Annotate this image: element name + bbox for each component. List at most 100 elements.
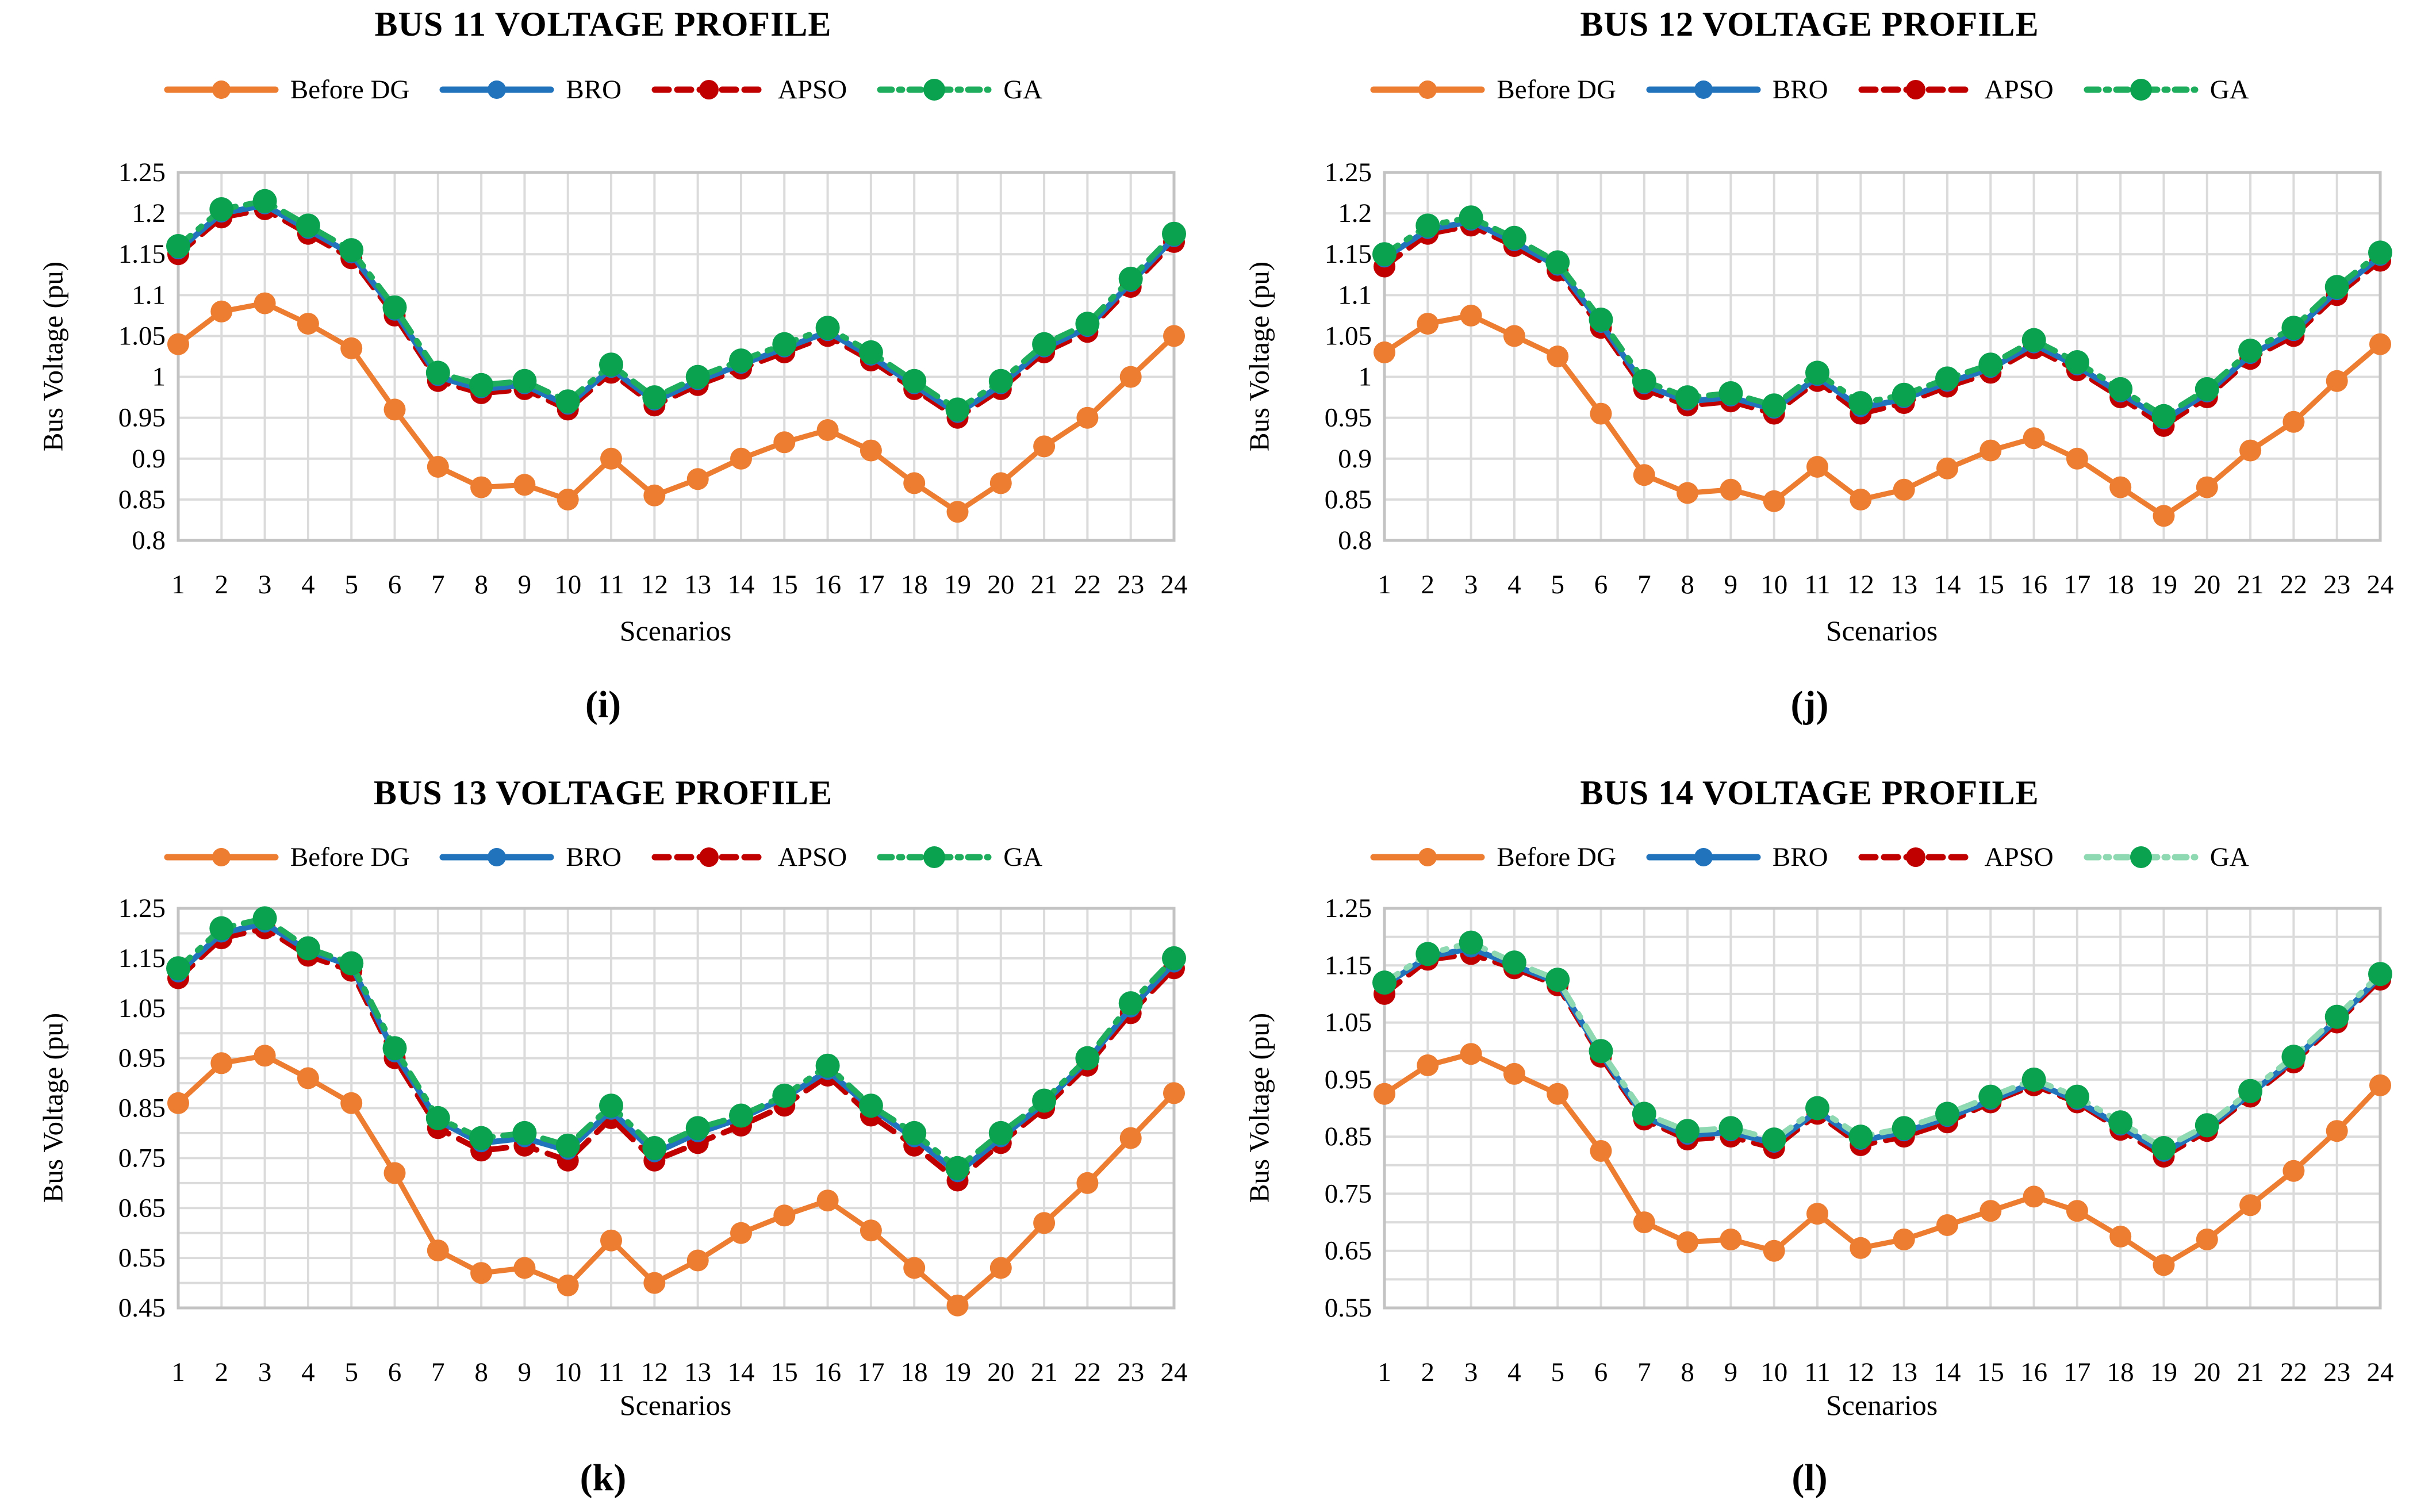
plot-border [1383,907,2382,1310]
gridlines [177,907,1175,1309]
x-tick-label: 13 [1890,1357,1917,1387]
y-tick-label: 1 [1359,362,1372,392]
x-tick-label: 20 [987,570,1014,600]
y-tick-label: 0.8 [132,525,166,555]
legend-label: GA [1003,842,1043,872]
x-tick-label: 9 [1724,570,1738,600]
x-tick-label: 9 [518,1357,532,1387]
subfigure-caption: (l) [1791,1457,1828,1499]
legend-item-ga: GA [2084,841,2249,873]
y-tick-label: 0.9 [1338,444,1372,474]
legend-swatch [439,848,554,866]
series-markers-before-dg [167,292,1185,523]
legend-swatch [877,846,992,868]
x-axis-title: Scenarios [1825,1389,1938,1421]
chart-panel-bus-14: BUS 14 VOLTAGE PROFILE Before DG BRO APSO G… [1206,756,2413,1512]
chart-title: BUS 13 VOLTAGE PROFILE [373,774,833,812]
x-tick-label: 23 [1117,570,1144,600]
x-tick-label: 3 [258,570,272,600]
y-tick-label: 1.05 [1325,321,1372,351]
legend-label: GA [2209,75,2249,105]
x-tick-label: 22 [2280,570,2307,600]
x-tick-label: 18 [901,1357,928,1387]
x-tick-label: 6 [1594,1357,1608,1387]
x-tick-label: 9 [518,570,532,600]
x-tick-label: 8 [474,570,488,600]
plot-border [1383,171,2382,542]
x-tick-label: 17 [2063,1357,2090,1387]
legend-swatch [164,80,279,99]
chart-title: BUS 12 VOLTAGE PROFILE [1580,5,2039,43]
x-tick-label: 19 [944,1357,971,1387]
plot-border [177,171,1176,542]
x-tick-label: 6 [1594,570,1608,600]
x-tick-label: 21 [2237,1357,2264,1387]
x-tick-label: 21 [1031,1357,1058,1387]
x-tick-label: 18 [2107,1357,2134,1387]
x-tick-label: 6 [388,1357,402,1387]
x-tick-label: 4 [1507,1357,1521,1387]
y-tick-label: 1.05 [118,321,166,351]
plot-area: 1.251.151.050.950.850.750.650.551 2 3 4 5 6 7 8… [1325,893,2394,1387]
x-tick-label: 12 [1847,1357,1874,1387]
x-tick-label: 19 [944,570,971,600]
y-tick-label: 1.2 [1338,198,1372,228]
y-tick-label: 1.25 [118,158,166,187]
gridlines [1383,171,2381,542]
series-markers-ga [1372,930,2392,1160]
legend-swatch [651,847,766,867]
legend-swatch [1370,848,1485,866]
x-tick-label: 17 [857,570,884,600]
legend-item-ga: GA [877,74,1042,106]
y-tick-label: 0.9 [132,444,166,474]
legend-label: Before DG [1497,75,1616,105]
x-tick-label: 17 [857,1357,884,1387]
x-tick-label: 16 [2020,570,2047,600]
chart-panel-bus-13: BUS 13 VOLTAGE PROFILE Before DG BRO APSO G… [0,756,1206,1512]
x-tick-label: 5 [1551,570,1564,600]
x-tick-label: 8 [1681,1357,1694,1387]
legend-swatch [2084,846,2199,868]
y-tick-label: 0.95 [118,403,166,433]
x-tick-label: 3 [1464,570,1478,600]
x-tick-label: 10 [554,1357,581,1387]
legend-label: APSO [1984,842,2054,872]
legend-item-bro: BRO [1646,74,1828,106]
legend-item-ga: GA [877,841,1042,873]
legend-label: GA [2209,842,2249,872]
x-tick-label: 16 [814,570,841,600]
legend-swatch [439,80,554,99]
series-markers-ga [166,189,1186,422]
x-tick-label: 12 [1847,570,1874,600]
legend-swatch [1646,80,1761,99]
y-tick-label: 0.95 [118,1043,166,1073]
y-tick-label: 0.95 [1325,1065,1372,1095]
x-tick-label: 7 [431,570,445,600]
legend-label: APSO [778,75,847,105]
x-tick-label: 16 [814,1357,841,1387]
x-tick-label: 14 [727,570,754,600]
chart-panel-bus-12: BUS 12 VOLTAGE PROFILE Before DG BRO APSO G… [1206,0,2413,756]
y-tick-label: 0.75 [1325,1179,1372,1208]
x-tick-label: 9 [1724,1357,1738,1387]
legend-item-apso: APSO [1858,74,2054,106]
x-tick-label: 5 [344,570,358,600]
legend-label: Before DG [290,75,410,105]
legend-item-apso: APSO [651,74,847,106]
x-tick-label: 17 [2063,570,2090,600]
series-line-before-dg [175,1053,1177,1309]
legend-label: APSO [1984,75,2054,105]
subfigure-caption: (j) [1790,684,1829,726]
x-tick-label: 15 [1977,1357,2004,1387]
x-tick-label: 18 [2107,570,2134,600]
x-tick-label: 13 [684,1357,711,1387]
x-tick-label: 24 [2367,570,2394,600]
x-tick-label: 11 [598,1357,624,1387]
series-line-ga [175,198,1177,413]
y-tick-label: 1.1 [1338,280,1372,310]
legend-item-before-dg: Before DG [164,841,409,873]
x-tick-label: 24 [1161,1357,1188,1387]
x-tick-label: 19 [2150,1357,2177,1387]
x-tick-label: 2 [215,1357,229,1387]
legend-label: APSO [778,842,847,872]
